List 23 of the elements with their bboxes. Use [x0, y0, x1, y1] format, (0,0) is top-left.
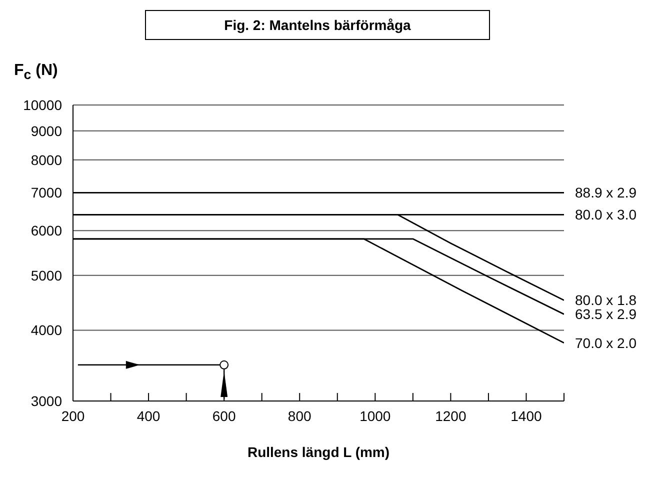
x-tick-label: 1000 [360, 408, 391, 424]
x-axis-title: Rullens längd L (mm) [246, 444, 391, 460]
series-label: 70.0 x 2.0 [575, 334, 637, 351]
x-tick-label: 400 [136, 408, 160, 424]
y-tick-label: 8000 [30, 152, 62, 168]
series-label: 88.9 x 2.9 [575, 184, 637, 201]
y-tick-label: 4000 [30, 322, 62, 338]
x-tick-label: 1400 [510, 408, 542, 424]
y-tick-label: 5000 [30, 267, 62, 284]
y-tick-label: 10000 [23, 96, 62, 113]
y-tick-label: 3000 [30, 392, 62, 409]
y-axis-title: F$_{c}$ (N) [14, 62, 58, 82]
y-tick-label: 7000 [30, 184, 62, 201]
x-tick-label: 1200 [435, 408, 466, 424]
series-label: 80.0 x 1.8 [575, 292, 637, 308]
x-tick-label: 200 [61, 408, 85, 424]
x-tick-label: 800 [288, 408, 312, 424]
series-label: 63.5 x 2.9 [575, 306, 637, 322]
x-tick-label: 600 [212, 408, 236, 424]
y-tick-label: 6000 [30, 222, 62, 239]
series-label: 80.0 x 3.0 [575, 206, 637, 223]
y-tick-label: 9000 [30, 122, 62, 139]
chart-title: Fig. 2: Mantelns bärförmåga [145, 10, 490, 40]
